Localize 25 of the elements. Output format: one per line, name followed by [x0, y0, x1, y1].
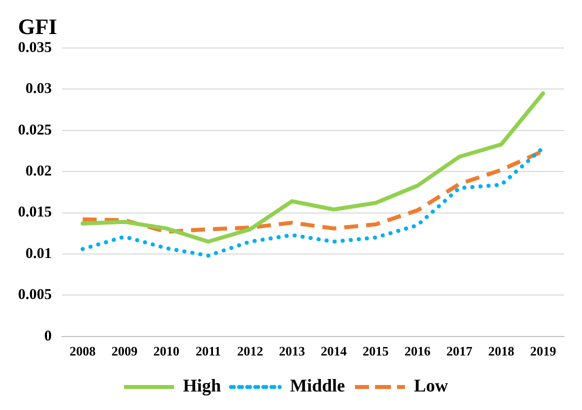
x-tick-label: 2011 — [196, 344, 221, 359]
x-tick-label: 2016 — [404, 344, 432, 359]
y-tick-label: 0.02 — [26, 163, 52, 180]
y-tick-label: 0.015 — [18, 204, 52, 221]
x-tick-label: 2014 — [320, 344, 348, 359]
y-tick-label: 0.005 — [18, 287, 52, 304]
legend-label: High — [182, 376, 222, 396]
x-tick-label: 2019 — [530, 344, 557, 359]
x-tick-label: 2012 — [237, 344, 264, 359]
x-tick-label: 2017 — [446, 344, 473, 359]
y-tick-label: 0 — [44, 328, 52, 344]
y-tick-label: 0.025 — [18, 122, 52, 138]
legend-label: Low — [414, 376, 448, 396]
x-tick-label: 2010 — [153, 344, 180, 359]
x-tick-label: 2009 — [112, 344, 138, 359]
y-tick-label: 0.01 — [26, 246, 52, 262]
x-tick-label: 2013 — [278, 344, 306, 359]
x-tick-label: 2015 — [362, 344, 390, 359]
y-tick-label: 0.03 — [26, 81, 52, 98]
y-tick-label: 0.035 — [18, 40, 52, 56]
chart-title: GFI — [18, 14, 58, 40]
x-tick-label: 2008 — [70, 344, 96, 359]
legend-label: Middle — [290, 376, 346, 396]
line-series — [80, 146, 546, 258]
x-tick-label: 2018 — [488, 344, 515, 359]
